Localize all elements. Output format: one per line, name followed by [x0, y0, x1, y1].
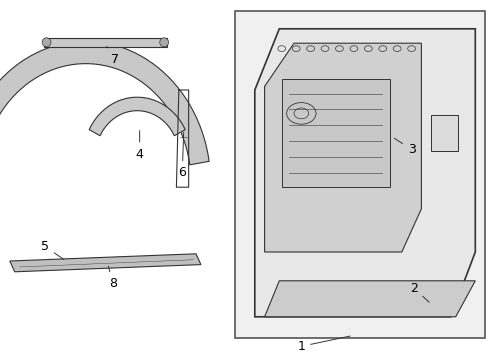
Text: 8: 8: [108, 266, 117, 290]
Text: 7: 7: [107, 46, 119, 66]
Text: 5: 5: [41, 240, 64, 260]
Polygon shape: [265, 281, 475, 317]
Ellipse shape: [160, 38, 169, 47]
Text: 6: 6: [178, 132, 186, 179]
Polygon shape: [89, 97, 185, 136]
Text: 4: 4: [136, 131, 144, 161]
Bar: [235, 11, 485, 338]
Bar: [44, 38, 167, 47]
Polygon shape: [255, 29, 475, 317]
Text: 1: 1: [297, 336, 350, 353]
Ellipse shape: [42, 38, 51, 47]
Bar: [282, 79, 390, 187]
Polygon shape: [0, 41, 209, 206]
Text: 2: 2: [410, 282, 429, 302]
Polygon shape: [10, 254, 201, 272]
Text: 3: 3: [394, 138, 416, 156]
Bar: [431, 115, 458, 151]
Polygon shape: [265, 43, 421, 252]
